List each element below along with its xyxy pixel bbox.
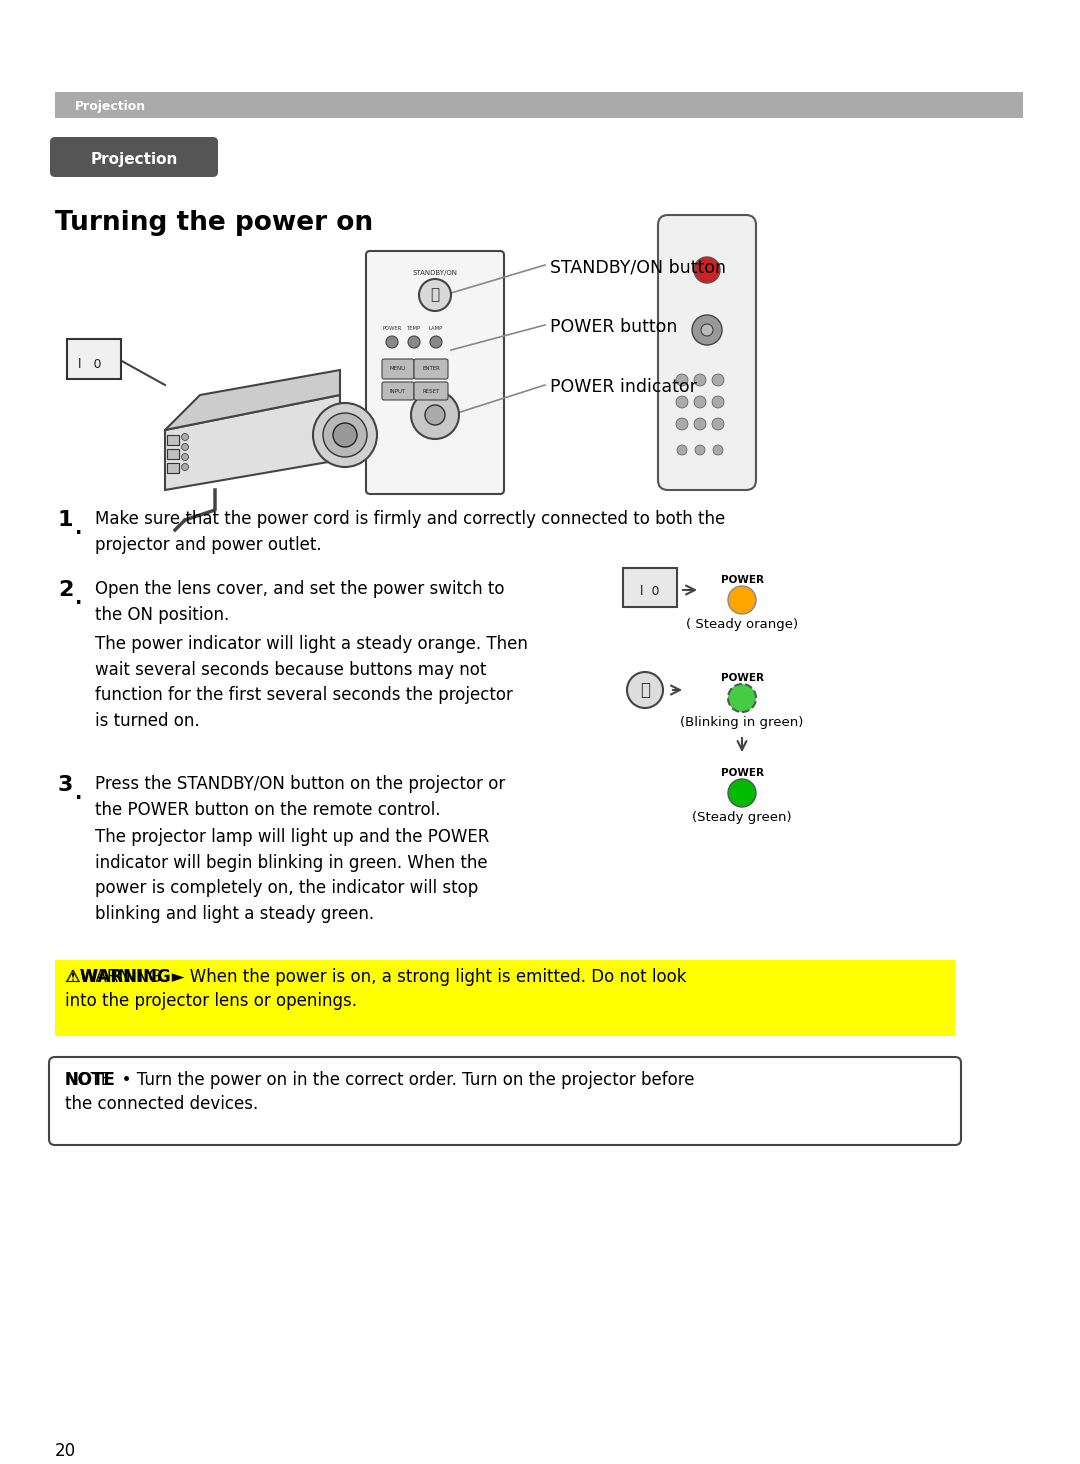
FancyBboxPatch shape	[167, 463, 179, 473]
FancyBboxPatch shape	[167, 435, 179, 445]
Circle shape	[333, 423, 357, 447]
Circle shape	[713, 445, 723, 455]
FancyBboxPatch shape	[167, 449, 179, 460]
Circle shape	[676, 419, 688, 430]
Circle shape	[728, 586, 756, 613]
Text: (Steady green): (Steady green)	[692, 811, 792, 824]
Text: STANDBY/ON button: STANDBY/ON button	[550, 258, 726, 277]
Polygon shape	[165, 370, 340, 430]
Text: ⚠WARNING: ⚠WARNING	[65, 968, 171, 985]
Text: Make sure that the power cord is firmly and correctly connected to both the
proj: Make sure that the power cord is firmly …	[95, 509, 726, 553]
Text: TEMP: TEMP	[407, 326, 421, 331]
Text: The power indicator will light a steady orange. Then
wait several seconds becaus: The power indicator will light a steady …	[95, 635, 528, 731]
Text: ⏻: ⏻	[640, 681, 650, 698]
Circle shape	[712, 419, 724, 430]
Text: (Blinking in green): (Blinking in green)	[680, 716, 804, 729]
Circle shape	[694, 395, 706, 408]
FancyBboxPatch shape	[50, 138, 218, 177]
Text: ENTER: ENTER	[422, 366, 440, 370]
Circle shape	[712, 373, 724, 386]
Circle shape	[313, 403, 377, 467]
Text: l   0: l 0	[78, 359, 102, 370]
Text: .: .	[75, 520, 82, 537]
FancyBboxPatch shape	[382, 382, 414, 400]
Text: INPUT: INPUT	[390, 389, 406, 394]
Text: POWER indicator: POWER indicator	[550, 378, 697, 395]
Text: 3: 3	[58, 774, 73, 795]
Text: 1: 1	[58, 509, 73, 530]
FancyBboxPatch shape	[658, 215, 756, 490]
Circle shape	[694, 373, 706, 386]
Text: The projector lamp will light up and the POWER
indicator will begin blinking in : The projector lamp will light up and the…	[95, 829, 489, 924]
Text: RESET: RESET	[422, 389, 440, 394]
Circle shape	[694, 258, 720, 283]
Circle shape	[323, 413, 367, 457]
Text: ⏻: ⏻	[431, 287, 440, 303]
Text: LAMP: LAMP	[429, 326, 443, 331]
Circle shape	[181, 433, 189, 441]
Circle shape	[181, 464, 189, 470]
Circle shape	[426, 406, 445, 425]
Text: ⚠WARNING  ► When the power is on, a strong light is emitted. Do not look
into th: ⚠WARNING ► When the power is on, a stron…	[65, 968, 687, 1010]
Text: POWER: POWER	[382, 326, 402, 331]
FancyBboxPatch shape	[366, 250, 504, 493]
Text: 2: 2	[58, 580, 73, 600]
Circle shape	[712, 395, 724, 408]
Text: Press the STANDBY/ON button on the projector or
the POWER button on the remote c: Press the STANDBY/ON button on the proje…	[95, 774, 505, 818]
Circle shape	[408, 337, 420, 348]
Text: ( Steady orange): ( Steady orange)	[686, 618, 798, 631]
Text: POWER button: POWER button	[550, 318, 677, 337]
Circle shape	[701, 324, 713, 337]
Text: Projection: Projection	[75, 100, 146, 113]
Polygon shape	[165, 395, 340, 490]
Circle shape	[181, 454, 189, 461]
Text: STANDBY/ON: STANDBY/ON	[413, 269, 458, 277]
FancyBboxPatch shape	[382, 359, 414, 379]
Circle shape	[728, 779, 756, 807]
Circle shape	[676, 373, 688, 386]
Circle shape	[677, 445, 687, 455]
Text: l  0: l 0	[640, 586, 660, 597]
Bar	[55, 92, 1023, 119]
Text: .: .	[75, 785, 82, 802]
Text: POWER: POWER	[720, 673, 764, 684]
Circle shape	[692, 315, 723, 346]
Text: POWER: POWER	[720, 769, 764, 777]
FancyBboxPatch shape	[623, 568, 677, 608]
Text: .: .	[75, 589, 82, 608]
Circle shape	[386, 337, 399, 348]
Text: Projection: Projection	[91, 152, 178, 167]
Circle shape	[694, 419, 706, 430]
FancyBboxPatch shape	[414, 359, 448, 379]
Circle shape	[728, 684, 756, 712]
FancyBboxPatch shape	[67, 340, 121, 379]
Text: 20: 20	[55, 1442, 76, 1460]
Text: POWER: POWER	[720, 575, 764, 586]
Text: Open the lens cover, and set the power switch to
the ON position.: Open the lens cover, and set the power s…	[95, 580, 504, 624]
FancyBboxPatch shape	[414, 382, 448, 400]
Circle shape	[430, 337, 442, 348]
Circle shape	[627, 672, 663, 709]
Bar	[55, 960, 955, 1037]
FancyBboxPatch shape	[49, 1057, 961, 1145]
Circle shape	[419, 280, 451, 310]
Text: Turning the power on: Turning the power on	[55, 209, 373, 236]
Circle shape	[181, 444, 189, 451]
Text: MENU: MENU	[390, 366, 406, 370]
Circle shape	[676, 395, 688, 408]
Circle shape	[696, 445, 705, 455]
Circle shape	[411, 391, 459, 439]
Text: NOTE: NOTE	[65, 1072, 116, 1089]
Text: NOTE  • Turn the power on in the correct order. Turn on the projector before
the: NOTE • Turn the power on in the correct …	[65, 1072, 694, 1113]
